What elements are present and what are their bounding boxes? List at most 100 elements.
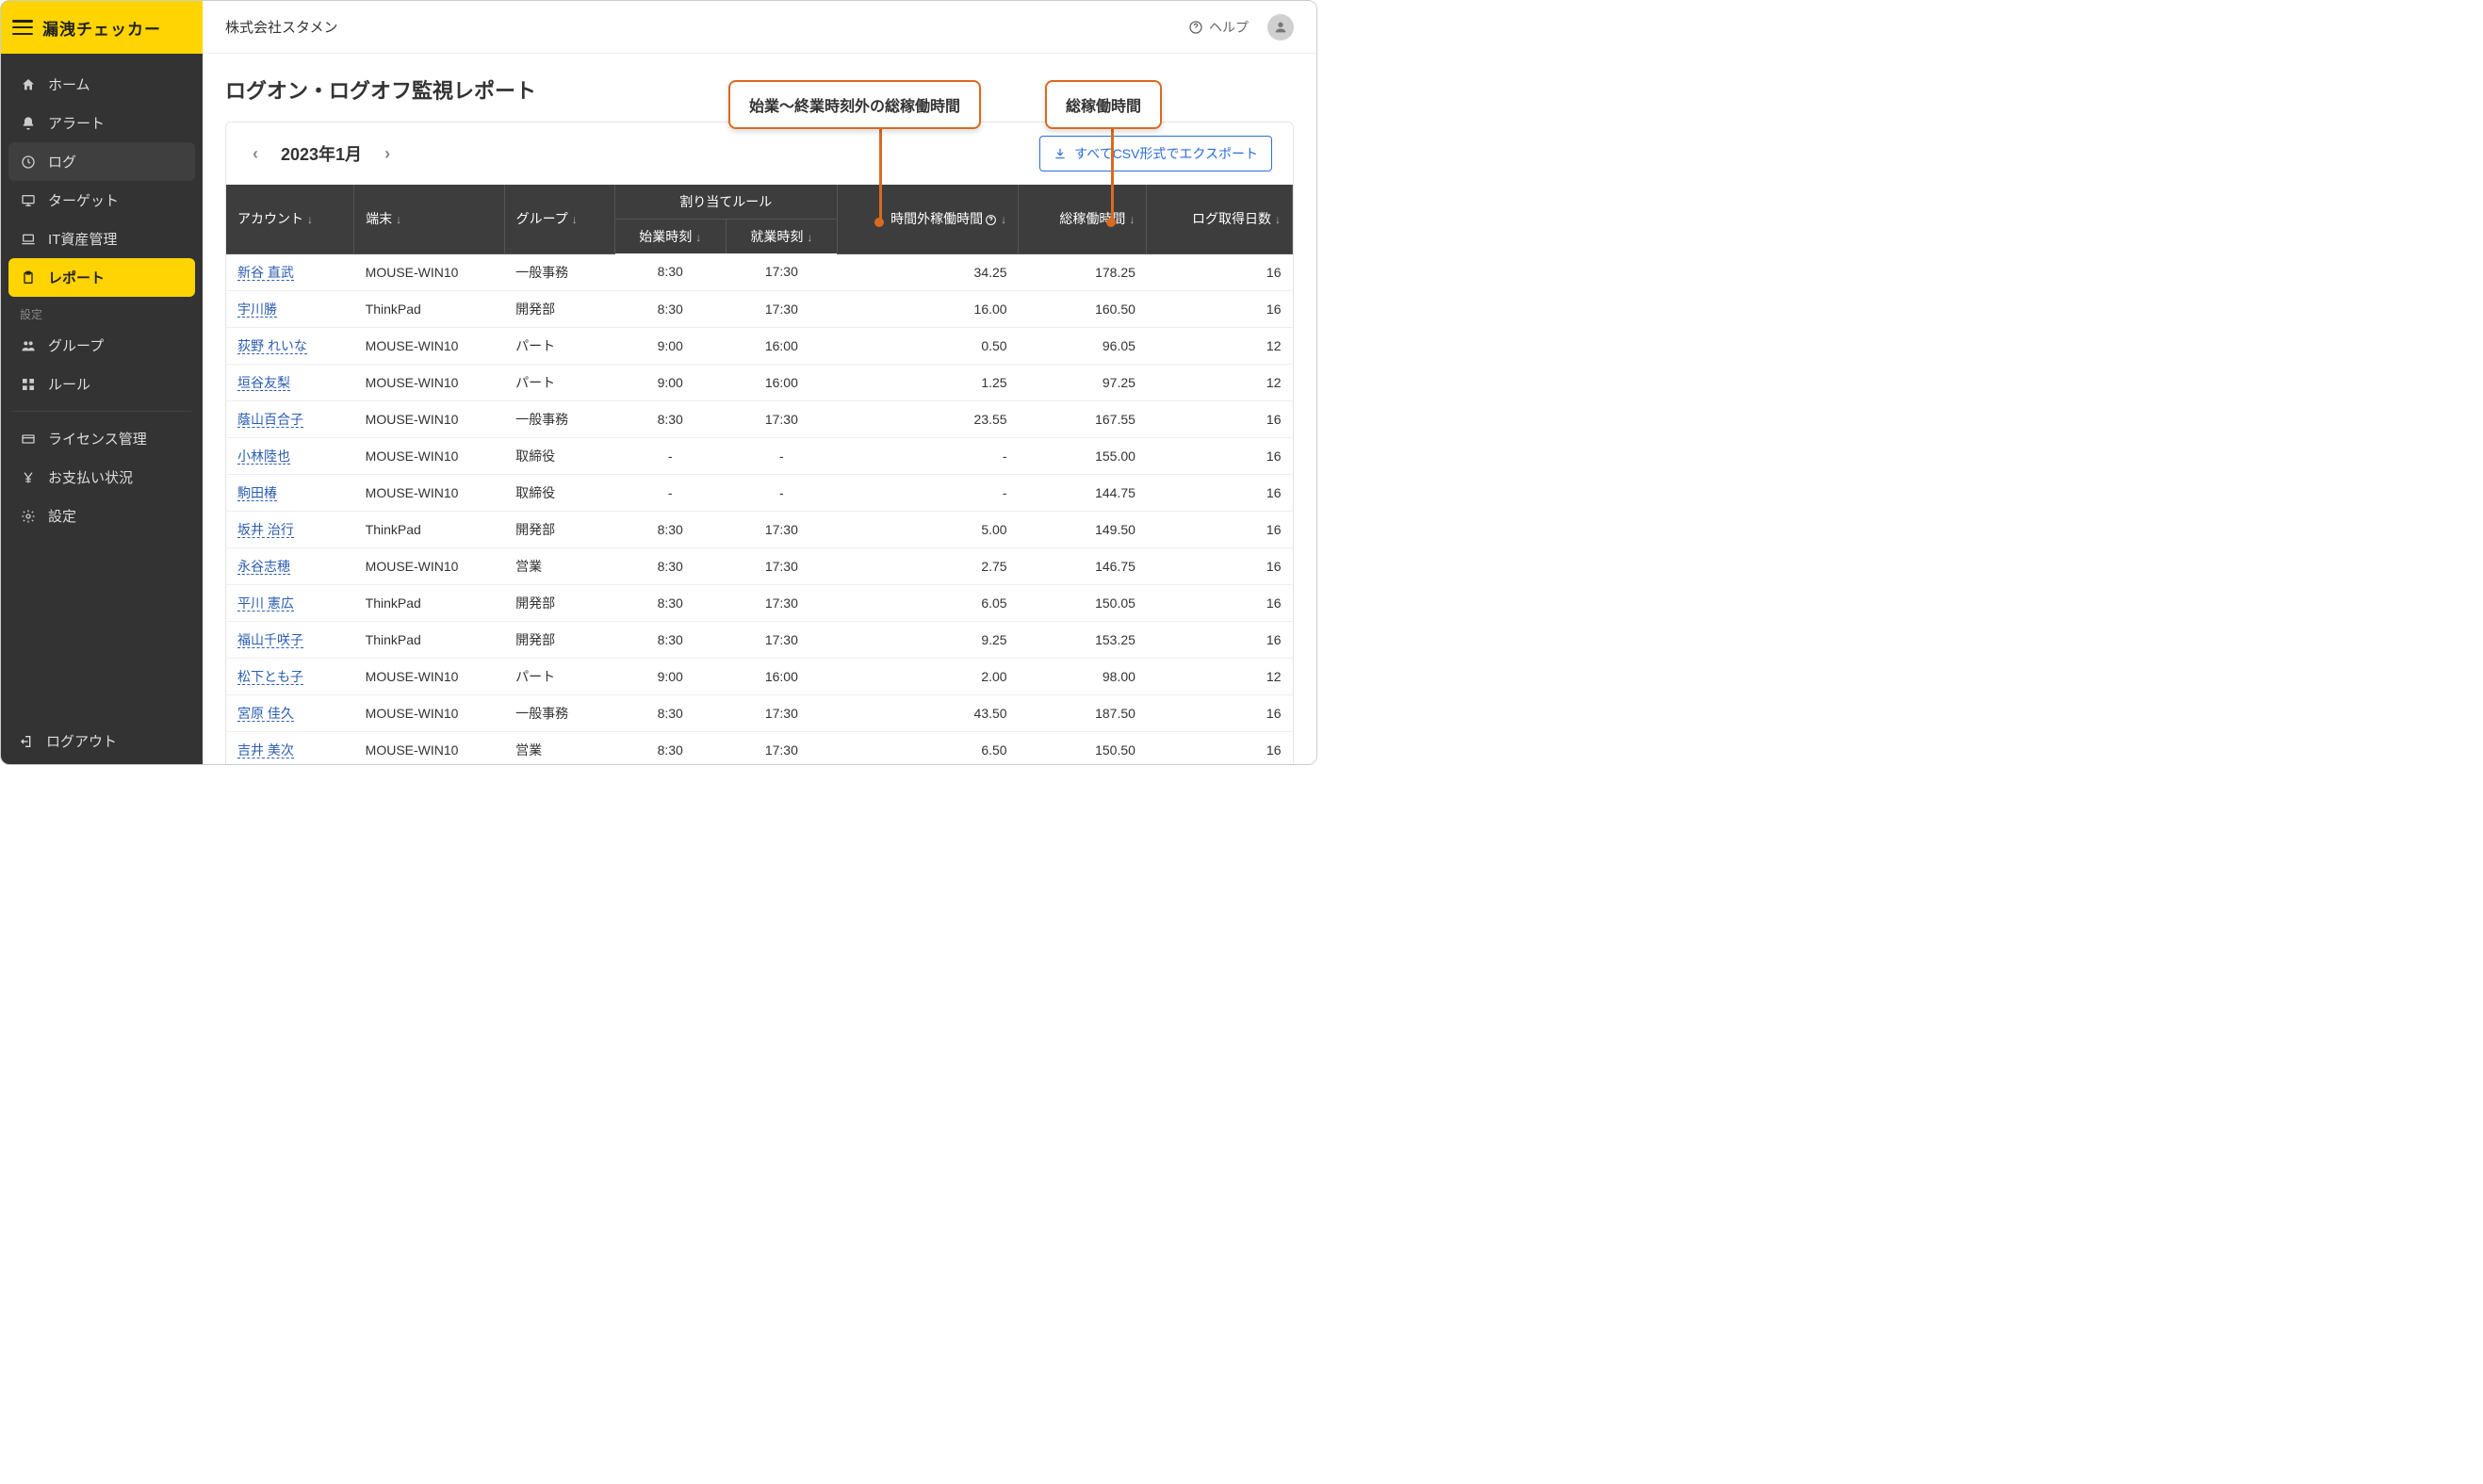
cell-overtime: 1.25 <box>837 364 1018 400</box>
laptop-icon <box>20 231 37 248</box>
report-table: アカウント↓ 端末↓ グループ↓ 割り当てルール 時間外稼働時間↓ 総稼働時間↓… <box>226 185 1293 764</box>
account-link[interactable]: 駒田椿 <box>237 485 277 501</box>
col-start[interactable]: 始業時刻↓ <box>614 220 726 254</box>
cell-terminal: ThinkPad <box>354 621 504 658</box>
sidebar-item-license[interactable]: ライセンス管理 <box>8 419 195 458</box>
account-link[interactable]: 坂井 治行 <box>237 522 294 538</box>
sidebar-item-label: ホーム <box>48 74 90 94</box>
col-total[interactable]: 総稼働時間↓ <box>1019 185 1147 253</box>
cell-end: 17:30 <box>726 290 837 327</box>
cell-start: 8:30 <box>614 547 726 584</box>
cell-group: 開発部 <box>504 584 614 621</box>
cell-start: 8:30 <box>614 584 726 621</box>
cell-total: 155.00 <box>1019 437 1147 474</box>
account-link[interactable]: 小林陸也 <box>237 448 290 465</box>
col-overtime[interactable]: 時間外稼働時間↓ <box>837 185 1018 253</box>
cell-end: 17:30 <box>726 621 837 658</box>
callout-overtime-line <box>879 127 882 221</box>
sidebar-item-home[interactable]: ホーム <box>8 65 195 104</box>
logout-label: ログアウト <box>46 731 117 751</box>
cell-start: 9:00 <box>614 364 726 400</box>
table-row: 松下とも子MOUSE-WIN10パート9:0016:002.0098.0012 <box>226 658 1293 694</box>
cell-overtime: 23.55 <box>837 400 1018 437</box>
sidebar-item-target[interactable]: ターゲット <box>8 181 195 220</box>
callout-total: 総稼働時間 <box>1045 80 1162 129</box>
account-link[interactable]: 平川 憲広 <box>237 595 294 612</box>
cell-overtime: 2.00 <box>837 658 1018 694</box>
sidebar-item-rule[interactable]: ルール <box>8 365 195 403</box>
gear-icon <box>20 508 37 525</box>
table-row: 荻野 れいなMOUSE-WIN10パート9:0016:000.5096.0512 <box>226 327 1293 364</box>
sidebar-item-report[interactable]: レポート <box>8 258 195 297</box>
account-link[interactable]: 永谷志穂 <box>237 559 290 575</box>
cell-terminal: MOUSE-WIN10 <box>354 658 504 694</box>
account-link[interactable]: 福山千咲子 <box>237 632 303 648</box>
menu-toggle-button[interactable] <box>12 20 33 35</box>
clipboard-icon <box>20 269 37 286</box>
account-link[interactable]: 宮原 佳久 <box>237 706 294 722</box>
table-row: 新谷 直武MOUSE-WIN10一般事務8:3017:3034.25178.25… <box>226 253 1293 290</box>
sidebar-item-log[interactable]: ログ <box>8 142 195 181</box>
cell-overtime: 34.25 <box>837 253 1018 290</box>
cell-days: 12 <box>1147 327 1293 364</box>
account-link[interactable]: 荻野 れいな <box>237 338 307 354</box>
cell-group: 営業 <box>504 731 614 764</box>
cell-overtime: 9.25 <box>837 621 1018 658</box>
cell-group: 開発部 <box>504 511 614 547</box>
prev-month-button[interactable]: ‹ <box>247 140 264 168</box>
callout-total-line <box>1111 127 1114 221</box>
sidebar-item-itasset[interactable]: IT資産管理 <box>8 220 195 258</box>
cell-group: 一般事務 <box>504 694 614 731</box>
panel-header: ‹ 2023年1月 › すべてCSV形式でエクスポート <box>226 122 1293 185</box>
cell-terminal: MOUSE-WIN10 <box>354 364 504 400</box>
cell-start: 8:30 <box>614 621 726 658</box>
cell-end: 17:30 <box>726 511 837 547</box>
sidebar-nav: ホーム アラート ログ ターゲット IT資産管理 レポート 設 <box>1 54 203 718</box>
cell-terminal: MOUSE-WIN10 <box>354 437 504 474</box>
cell-total: 96.05 <box>1019 327 1147 364</box>
account-link[interactable]: 松下とも子 <box>237 669 303 685</box>
cell-end: - <box>726 474 837 511</box>
export-csv-button[interactable]: すべてCSV形式でエクスポート <box>1039 136 1272 171</box>
cell-total: 98.00 <box>1019 658 1147 694</box>
cell-terminal: ThinkPad <box>354 584 504 621</box>
sidebar-item-alert[interactable]: アラート <box>8 104 195 142</box>
cell-total: 160.50 <box>1019 290 1147 327</box>
sidebar: 漏洩チェッカー ホーム アラート ログ ターゲット IT資産管理 <box>1 1 203 764</box>
table-row: 宇川勝ThinkPad開発部8:3017:3016.00160.5016 <box>226 290 1293 327</box>
help-icon[interactable] <box>985 214 997 226</box>
cell-group: 開発部 <box>504 290 614 327</box>
sidebar-item-payment[interactable]: お支払い状況 <box>8 458 195 497</box>
brand-title: 漏洩チェッカー <box>42 16 161 40</box>
col-logdays[interactable]: ログ取得日数↓ <box>1147 185 1293 253</box>
users-icon <box>20 337 37 354</box>
sidebar-item-label: ルール <box>48 374 90 394</box>
sidebar-item-label: ログ <box>48 152 76 171</box>
sidebar-item-group[interactable]: グループ <box>8 326 195 365</box>
cell-end: 17:30 <box>726 400 837 437</box>
account-link[interactable]: 蔭山百合子 <box>237 412 303 428</box>
sidebar-item-settings[interactable]: 設定 <box>8 497 195 535</box>
col-group[interactable]: グループ↓ <box>504 185 614 253</box>
col-terminal[interactable]: 端末↓ <box>354 185 504 253</box>
cell-end: 17:30 <box>726 253 837 290</box>
cell-overtime: 16.00 <box>837 290 1018 327</box>
account-link[interactable]: 新谷 直武 <box>237 265 294 281</box>
account-link[interactable]: 吉井 美次 <box>237 742 294 758</box>
logout-button[interactable]: ログアウト <box>1 718 203 764</box>
cell-overtime: - <box>837 474 1018 511</box>
avatar-button[interactable] <box>1267 14 1294 41</box>
help-button[interactable]: ヘルプ <box>1188 18 1249 37</box>
license-icon <box>20 431 37 448</box>
cell-start: 8:30 <box>614 290 726 327</box>
account-link[interactable]: 垣谷友梨 <box>237 375 290 391</box>
col-end[interactable]: 就業時刻↓ <box>726 220 837 254</box>
report-panel: ‹ 2023年1月 › すべてCSV形式でエクスポート アカウント↓ 端末↓ <box>225 122 1294 764</box>
col-account[interactable]: アカウント↓ <box>226 185 354 253</box>
cell-total: 97.25 <box>1019 364 1147 400</box>
next-month-button[interactable]: › <box>379 140 396 168</box>
cell-group: 開発部 <box>504 621 614 658</box>
cell-start: 8:30 <box>614 253 726 290</box>
account-link[interactable]: 宇川勝 <box>237 302 277 318</box>
table-row: 垣谷友梨MOUSE-WIN10パート9:0016:001.2597.2512 <box>226 364 1293 400</box>
